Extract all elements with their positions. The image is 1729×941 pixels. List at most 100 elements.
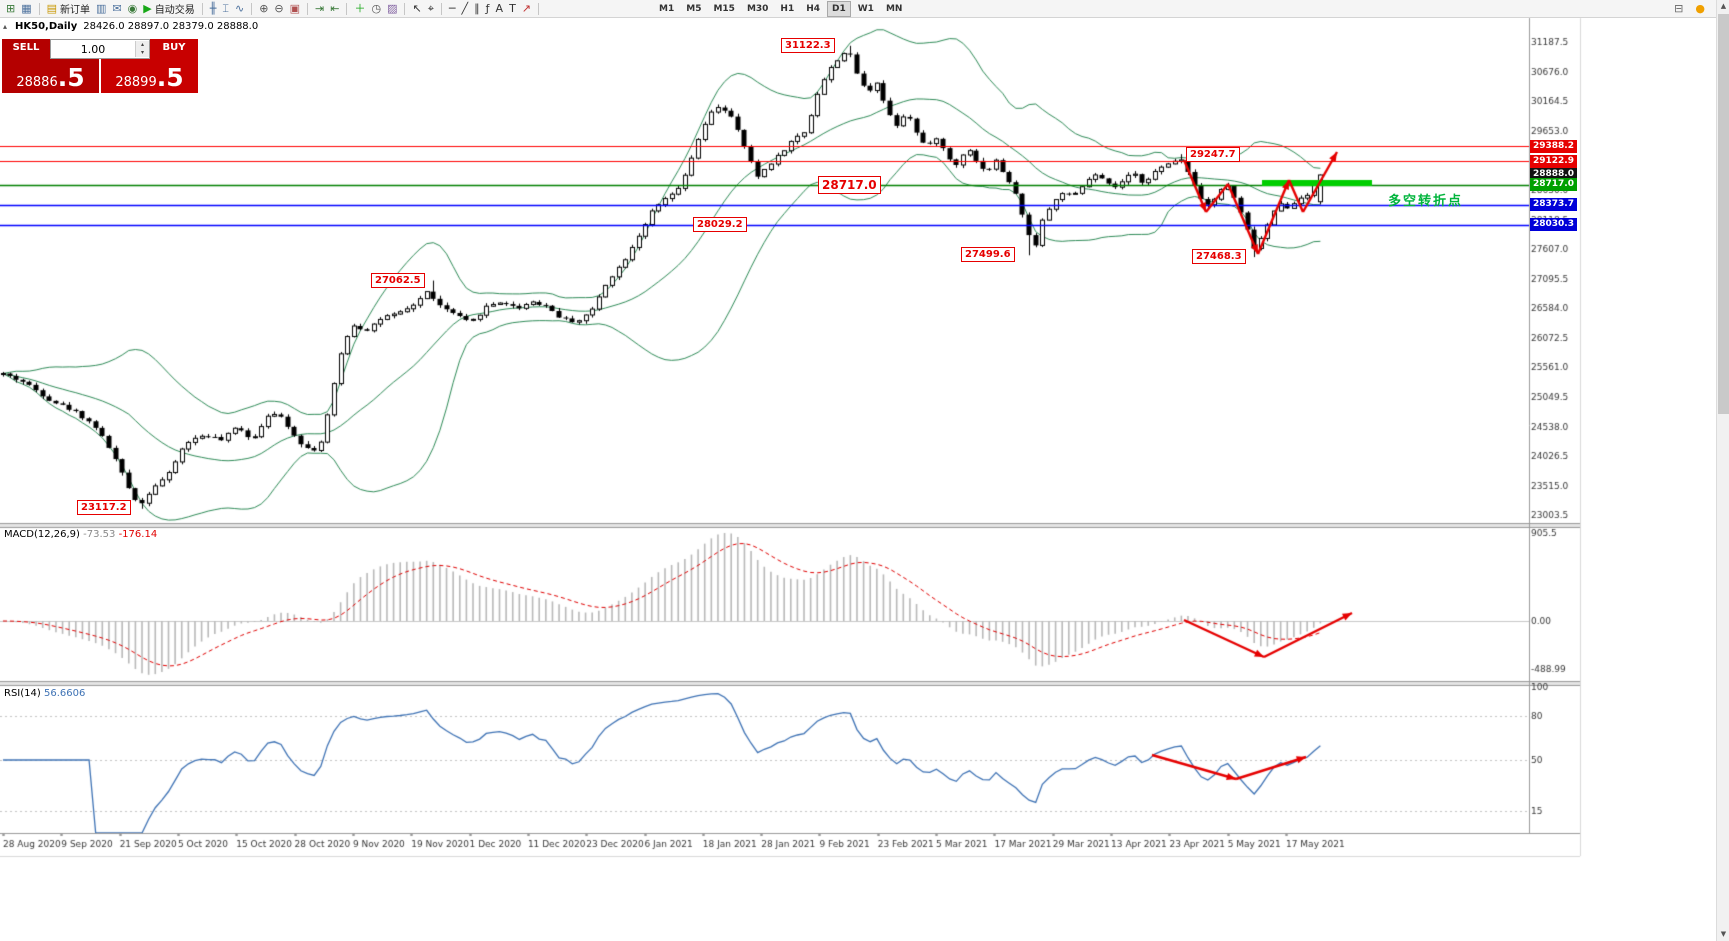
price-annotation[interactable]: 29247.7 <box>1186 147 1240 162</box>
sell-label: SELL <box>12 42 40 53</box>
new-order-button[interactable]: ▤ 新订单 <box>44 1 93 17</box>
timeframe-w1[interactable]: W1 <box>857 3 874 14</box>
channel-icon[interactable]: ∥ <box>471 1 483 17</box>
volume-up-button[interactable]: ▴ <box>136 41 149 49</box>
timeframe-group: M1 M5 M15 M30 H1 H4 D1 W1 MN <box>653 0 908 17</box>
cursor-icon: ↖ <box>412 1 422 15</box>
rsi-label: RSI(14) 56.6606 <box>4 688 85 699</box>
macd-name: MACD(12,26,9) <box>4 529 80 540</box>
toolbar-separator <box>38 2 40 15</box>
chart-settings-icon[interactable]: ⊟ <box>1671 1 1686 17</box>
rsi-name: RSI(14) <box>4 688 41 699</box>
timeframe-d1[interactable]: D1 <box>827 0 851 17</box>
macd-label: MACD(12,26,9) -73.53 -176.14 <box>4 529 157 540</box>
timeframe-h1[interactable]: H1 <box>780 3 795 14</box>
alerts-icon[interactable]: ✉ <box>109 1 124 17</box>
tile-windows-icon: ▣ <box>289 1 301 15</box>
new-chart-icon[interactable]: ⊞ <box>3 1 18 17</box>
zoom-in-icon: ⊕ <box>259 1 269 15</box>
toolbar-separator <box>404 2 406 15</box>
timeframe-m5[interactable]: M5 <box>686 3 702 14</box>
crosshair-icon[interactable]: ⌖ <box>425 1 437 17</box>
new-order-button-label: 新订单 <box>60 5 91 16</box>
market-watch-icon[interactable]: ◉ <box>125 1 141 17</box>
auto-trading-button[interactable]: ▶ 自动交易 <box>140 1 197 17</box>
volume-input[interactable] <box>51 42 135 56</box>
scrollbar-up-icon[interactable]: ▲ <box>1720 2 1727 10</box>
bar-chart-icon[interactable]: ╫ <box>207 1 220 17</box>
chart-shift-icon[interactable]: ⇤ <box>327 1 342 17</box>
cursor-icon[interactable]: ↖ <box>409 1 424 17</box>
timeframe-m30[interactable]: M30 <box>746 3 769 14</box>
zoom-out-icon: ⊖ <box>274 1 284 15</box>
chart-window-icon: ▥ <box>96 1 107 15</box>
auto-scroll-icon[interactable]: ⇥ <box>312 1 327 17</box>
vertical-scrollbar[interactable]: ▲ ▼ <box>1716 0 1729 941</box>
periods-icon: ◷ <box>371 1 382 15</box>
zoom-in-icon[interactable]: ⊕ <box>256 1 271 17</box>
price-scale-tag: 28373.7 <box>1530 198 1577 211</box>
volume-spinner: ▴ ▾ <box>135 41 149 57</box>
templates-icon: ▨ <box>387 1 398 15</box>
toolbar-separator <box>538 2 540 15</box>
volume-down-button[interactable]: ▾ <box>136 49 149 57</box>
trendline-icon[interactable]: ╱ <box>459 1 472 17</box>
one-click-toggle[interactable]: ▴ <box>3 22 8 31</box>
one-click-trading-panel: SELL 28886.5 BUY 28899.5 ▴▾ <box>2 39 198 93</box>
price-annotation[interactable]: 28717.0 <box>818 176 881 194</box>
horizontal-line-icon: ─ <box>448 1 456 15</box>
line-chart-icon: ∿ <box>234 1 245 15</box>
timeframe-m15[interactable]: M15 <box>713 3 735 14</box>
indicators-icon: ＋ <box>354 1 366 15</box>
price-annotation[interactable]: 27468.3 <box>1192 249 1246 264</box>
candlestick-icon[interactable]: ⌶ <box>219 1 232 17</box>
indicators-icon[interactable]: ＋ <box>351 1 368 17</box>
symbol-ohlc-line: HK50,Daily 28426.0 28897.0 28379.0 28888.… <box>15 21 258 32</box>
toolbar-right-group: ⊟ ● <box>1671 1 1708 17</box>
new-chart-icon: ⊞ <box>6 1 16 15</box>
market-watch-icon: ◉ <box>127 1 138 15</box>
tile-windows-icon[interactable]: ▣ <box>287 1 303 17</box>
periods-icon[interactable]: ◷ <box>368 1 384 17</box>
price-annotation[interactable]: 27499.6 <box>961 247 1015 262</box>
scrollbar-thumb[interactable] <box>1718 14 1729 414</box>
price-annotation[interactable]: 23117.2 <box>77 500 131 515</box>
label-icon[interactable]: T <box>506 1 519 17</box>
price-scale-tag: 28888.0 <box>1530 168 1577 181</box>
price-annotation[interactable]: 28029.2 <box>693 217 747 232</box>
turning-point-note[interactable]: 多空转折点 <box>1388 194 1464 209</box>
price-scale-tag: 28717.0 <box>1530 178 1577 191</box>
symbol-name: HK50,Daily <box>15 21 78 32</box>
scrollbar-down-icon[interactable]: ▼ <box>1720 930 1727 938</box>
profiles-icon: ▦ <box>21 1 32 15</box>
horizontal-line-icon[interactable]: ─ <box>446 1 459 17</box>
account-icon[interactable]: ● <box>1692 1 1708 17</box>
text-icon: A <box>495 1 504 15</box>
toolbar-separator <box>307 2 309 15</box>
arrows-icon[interactable]: ↗ <box>519 1 534 17</box>
timeframe-h4[interactable]: H4 <box>806 3 821 14</box>
price-scale-tag: 29122.9 <box>1530 155 1577 168</box>
chart-shift-icon: ⇤ <box>330 1 340 15</box>
rsi-value: 56.6606 <box>43 688 86 699</box>
timeframe-m1[interactable]: M1 <box>659 3 675 14</box>
bar-chart-icon: ╫ <box>209 1 217 15</box>
chart-window-icon[interactable]: ▥ <box>93 1 109 17</box>
zoom-out-icon[interactable]: ⊖ <box>271 1 286 17</box>
price-annotation[interactable]: 27062.5 <box>371 273 425 288</box>
line-chart-icon[interactable]: ∿ <box>232 1 247 17</box>
text-icon[interactable]: A <box>493 1 507 17</box>
price-scale-tag: 29388.2 <box>1530 140 1577 153</box>
candlestick-icon: ⌶ <box>222 1 229 15</box>
price-annotation[interactable]: 31122.3 <box>781 38 835 53</box>
auto-trading-button: ▶ <box>143 1 152 15</box>
timeframe-mn[interactable]: MN <box>885 3 903 14</box>
buy-price: 28899.5 <box>115 63 184 92</box>
crosshair-icon: ⌖ <box>427 1 434 15</box>
alerts-icon: ✉ <box>112 1 122 15</box>
templates-icon[interactable]: ▨ <box>384 1 400 17</box>
toolbar: ⊞ ▦ ▤ 新订单 ▥ ✉ ◉ ▶ 自动交易 ╫ ⌶ ∿ ⊕ ⊖ ▣ ⇥ ⇤ ＋ ◷ ▨ ↖ ⌖ ─ ╱ ∥ ƒ A T ↗ M1 M5 M… <box>0 0 1729 18</box>
profiles-icon[interactable]: ▦ <box>18 1 34 17</box>
fibonacci-icon[interactable]: ƒ <box>483 1 493 17</box>
